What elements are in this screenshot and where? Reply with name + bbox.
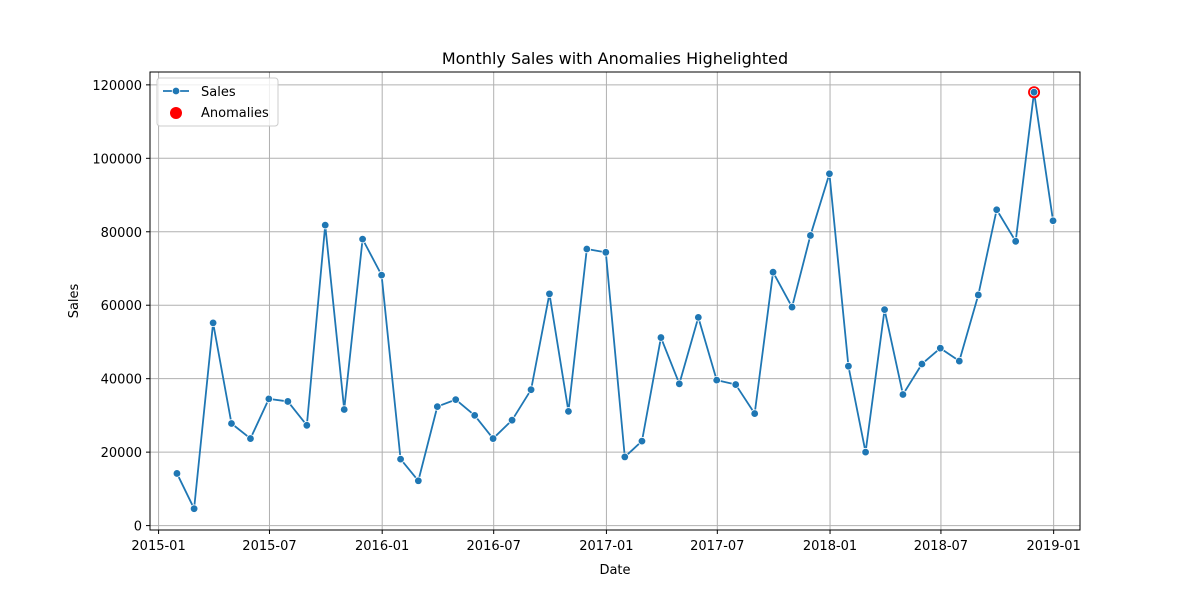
y-tick-label: 0 — [134, 520, 142, 535]
sales-data-point — [917, 359, 927, 369]
x-axis-label: Date — [599, 563, 630, 578]
sales-data-point — [340, 405, 349, 414]
y-tick-label: 20000 — [101, 446, 142, 461]
legend-sales-label: Sales — [201, 85, 236, 100]
sales-data-point — [675, 379, 684, 389]
sales-data-point — [545, 289, 554, 299]
sales-data-point — [974, 290, 983, 300]
legend: Sales Anomalies — [156, 77, 279, 127]
sales-data-point — [861, 447, 870, 457]
sales-data-point — [208, 318, 218, 328]
sales-series-line — [176, 91, 1054, 510]
legend-anomalies-label: Anomalies — [201, 106, 269, 121]
sales-data-point — [844, 361, 853, 371]
series-layer — [172, 86, 1058, 513]
y-tick-label: 80000 — [101, 226, 142, 241]
y-tick-label: 100000 — [92, 152, 142, 167]
sales-data-point — [694, 313, 703, 322]
x-tick-label: 2016-07 — [467, 539, 521, 554]
legend-anomalies-marker — [170, 107, 182, 119]
sales-data-point — [302, 421, 312, 430]
sales-data-point — [656, 333, 666, 342]
sales-data-point — [637, 436, 647, 446]
sales-data-point — [806, 231, 815, 240]
x-tick-label: 2019-01 — [1026, 539, 1080, 554]
sales-data-point — [768, 267, 778, 277]
y-tick-label: 120000 — [92, 79, 142, 94]
grid-lines — [150, 72, 1080, 530]
x-tick-label: 2018-07 — [914, 539, 968, 554]
sales-data-point — [451, 395, 460, 404]
sales-data-point — [992, 205, 1001, 214]
sales-data-point — [470, 411, 479, 420]
chart-title: Monthly Sales with Anomalies Highelighte… — [442, 49, 788, 68]
sales-data-point — [264, 394, 274, 404]
sales-data-point — [750, 409, 759, 418]
sales-data-point — [1011, 237, 1020, 246]
sales-data-point — [358, 234, 367, 244]
plot-frame — [149, 71, 1081, 531]
sales-data-point — [880, 305, 889, 314]
x-tick-label: 2015-07 — [242, 539, 296, 554]
sales-data-point — [1048, 216, 1058, 225]
x-tick-label: 2015-01 — [131, 539, 185, 554]
y-axis-label: Sales — [67, 283, 82, 318]
plot-area-background — [150, 72, 1080, 530]
sales-data-point — [227, 419, 236, 428]
y-tick-label: 40000 — [101, 373, 142, 388]
sales-data-point — [172, 469, 182, 478]
x-tick-label: 2018-01 — [803, 539, 857, 554]
sales-data-point — [898, 390, 908, 399]
axis-ticks: 2015-01 2015-07 2016-01 2016-07 2017-01 2017-… — [92, 79, 1080, 554]
sales-data-point — [787, 302, 797, 312]
sales-data-point — [377, 270, 386, 280]
sales-data-point — [564, 407, 573, 416]
sales-data-point — [507, 415, 517, 425]
legend-sales-marker — [171, 86, 181, 96]
sales-data-point — [488, 434, 498, 443]
anomaly-sales-marker — [1029, 88, 1039, 97]
sales-data-point — [396, 454, 405, 464]
sales-data-point — [414, 476, 423, 485]
legend-box — [156, 77, 279, 127]
sales-data-point — [825, 169, 834, 178]
sales-data-point — [582, 244, 592, 254]
sales-data-point — [731, 380, 740, 389]
y-tick-label: 60000 — [101, 299, 142, 314]
sales-data-point — [321, 220, 330, 230]
sales-data-point — [712, 375, 721, 385]
sales-data-point — [955, 356, 964, 366]
sales-data-point — [246, 434, 255, 443]
x-tick-label: 2017-07 — [690, 539, 744, 554]
sales-data-point — [189, 504, 199, 513]
sales-data-point — [936, 343, 945, 353]
sales-data-point — [283, 397, 293, 406]
sales-data-point — [526, 385, 536, 394]
x-tick-label: 2016-01 — [355, 539, 409, 554]
x-tick-label: 2017-01 — [579, 539, 633, 554]
sales-data-point — [620, 452, 630, 462]
sales-data-point — [601, 248, 611, 257]
sales-data-point — [433, 402, 442, 411]
